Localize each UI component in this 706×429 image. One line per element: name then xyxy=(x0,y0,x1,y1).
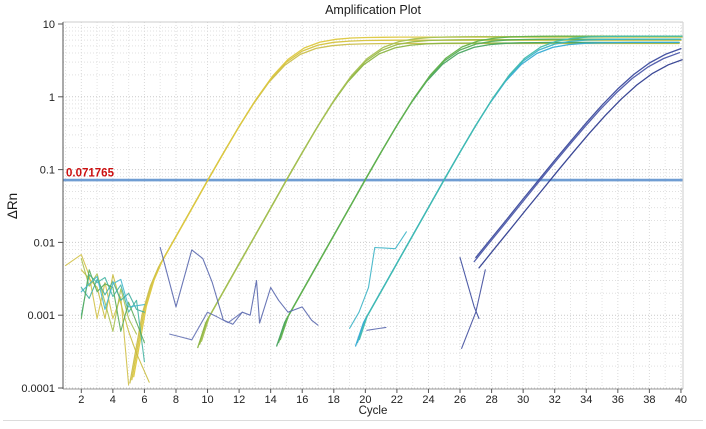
chart-title: Amplification Plot xyxy=(325,3,421,17)
y-tick-label: 0.01 xyxy=(34,237,55,249)
y-tick-label: 0.1 xyxy=(40,165,55,177)
x-tick-label: 34 xyxy=(580,394,592,406)
x-tick-label: 32 xyxy=(549,394,561,406)
x-tick-label: 14 xyxy=(265,394,277,406)
x-tick-label: 20 xyxy=(359,394,371,406)
x-axis-ticks: 2 4 6 8 10 12 14 16 18 20 22 24 26 28 30 32 34 36 38 40 xyxy=(78,389,687,406)
panel-bottom-border xyxy=(3,420,703,421)
x-tick-label: 16 xyxy=(296,394,308,406)
x-tick-label: 28 xyxy=(485,394,497,406)
x-tick-label: 2 xyxy=(78,394,84,406)
x-tick-label: 4 xyxy=(110,394,116,406)
x-tick-label: 10 xyxy=(201,394,213,406)
x-tick-label: 36 xyxy=(612,394,624,406)
y-axis-ticks: 10 1 0.1 0.01 0.001 0.0001 xyxy=(21,19,63,395)
y-tick-label: 1 xyxy=(49,92,55,104)
series-amplification-group-2 xyxy=(197,35,683,349)
series-amplification-group-4 xyxy=(354,35,683,347)
baseline-noise xyxy=(64,231,486,386)
x-tick-label: 24 xyxy=(422,394,434,406)
x-axis-label: Cycle xyxy=(358,405,388,417)
y-tick-label: 0.001 xyxy=(27,310,55,322)
x-tick-label: 18 xyxy=(328,394,340,406)
x-tick-label: 12 xyxy=(233,394,245,406)
y-tick-label: 0.0001 xyxy=(21,383,55,395)
series-amplification-group-1 xyxy=(129,36,683,384)
axes xyxy=(62,21,684,390)
x-tick-label: 38 xyxy=(643,394,655,406)
x-tick-label: 40 xyxy=(675,394,687,406)
y-tick-label: 10 xyxy=(43,19,55,31)
x-tick-label: 26 xyxy=(454,394,466,406)
amplification-curves xyxy=(129,35,683,384)
x-tick-label: 30 xyxy=(517,394,529,406)
series-amplification-group-3 xyxy=(276,35,683,347)
series-amplification-group-5 xyxy=(473,47,683,269)
threshold-value-label: 0.071765 xyxy=(66,168,115,180)
x-tick-label: 22 xyxy=(391,394,403,406)
x-tick-label: 6 xyxy=(141,394,147,406)
grid xyxy=(63,22,683,389)
x-tick-label: 8 xyxy=(173,394,179,406)
